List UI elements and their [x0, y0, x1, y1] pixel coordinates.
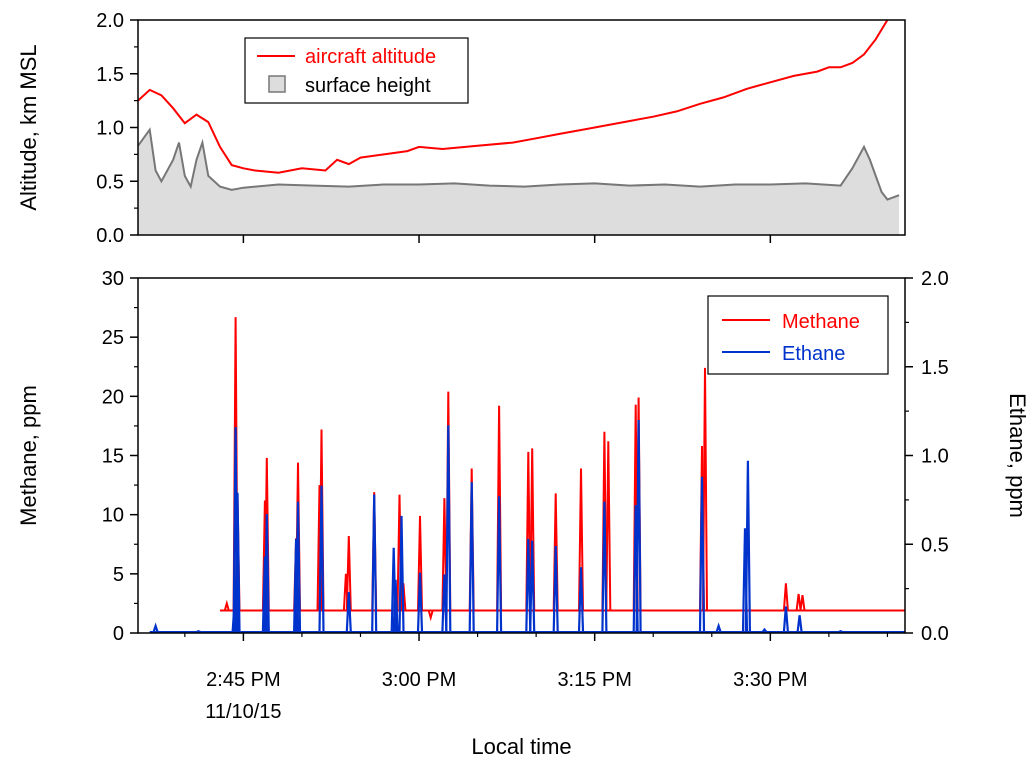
altitude-y-tick-label: 1.5	[96, 64, 124, 86]
ethane-peak	[445, 425, 452, 633]
gas-plot-area	[149, 317, 905, 634]
ethane-peak	[577, 567, 585, 633]
methane-y-tick-label: 20	[102, 386, 124, 408]
ethane-y-tick-label: 0.0	[921, 623, 949, 645]
ethane-peak	[398, 515, 405, 633]
ethane-peak	[152, 622, 159, 633]
ethane-peak	[416, 572, 424, 633]
surface-height-line	[137, 127, 900, 201]
ethane-peak	[838, 630, 844, 634]
altitude-y-tick-label: 1.0	[96, 118, 124, 140]
ethane-peak	[635, 419, 642, 633]
ethane-peak	[371, 494, 378, 633]
ethane-peak	[715, 622, 722, 633]
surface-height-area	[138, 129, 900, 235]
methane-y-tick-label: 25	[102, 327, 124, 349]
ethane-y-tick-label: 1.5	[921, 357, 949, 379]
methane-y-tick-label: 0	[113, 623, 124, 645]
ethane-peak	[392, 579, 399, 633]
methane-peak	[417, 515, 423, 611]
methane-peak	[799, 594, 806, 611]
altitude-panel: 0.0 0.5 1.0 1.5 2.0 Altitude, km MSL aircraf…	[16, 10, 906, 247]
methane-peak	[605, 441, 612, 611]
altitude-plot-area	[137, 19, 900, 235]
time-x-tick-date-label: 11/10/15	[205, 701, 281, 723]
methane-peak	[345, 535, 352, 611]
legend-swatch-surface-height	[268, 75, 286, 93]
methane-peak	[782, 583, 789, 611]
methane-peak	[427, 610, 434, 622]
legend-label-aircraft-altitude: aircraft altitude	[305, 46, 436, 68]
altitude-legend: aircraft altitude surface height	[244, 37, 469, 104]
ethane-peak	[601, 501, 608, 633]
methane-peak	[223, 599, 230, 611]
ethane-peak	[525, 538, 532, 633]
ethane-peak	[468, 482, 475, 633]
gas-panel: 0 5 10 15 20 25 30 0.0 0.5 1.0 1.5 2.0 2:45 PM 11/1…	[16, 268, 1030, 759]
legend-label-methane: Methane	[782, 311, 860, 333]
ethane-peak	[345, 592, 352, 633]
time-x-tick-label: 3:30 PM	[733, 669, 807, 691]
methane-y-tick-label: 15	[102, 446, 124, 468]
legend-label-ethane: Ethane	[782, 343, 845, 365]
ethane-y-tick-label: 2.0	[921, 268, 949, 290]
ethane-y-axis: 0.0 0.5 1.0 1.5 2.0	[905, 268, 949, 645]
altitude-x-axis	[242, 235, 772, 243]
ethane-y-axis-title: Ethane, ppm	[1005, 393, 1030, 518]
altitude-y-tick-label: 0.0	[96, 225, 124, 247]
ethane-peak	[744, 460, 751, 633]
time-x-axis: 2:45 PM 11/10/15 3:00 PM 3:15 PM 3:30 PM	[184, 633, 889, 723]
time-x-axis-title: Local time	[471, 734, 571, 759]
altitude-y-axis: 0.0 0.5 1.0 1.5 2.0	[96, 10, 138, 247]
methane-y-axis-title: Methane, ppm	[16, 385, 41, 526]
ethane-peak	[263, 514, 270, 633]
gas-legend-box	[707, 295, 889, 375]
methane-y-tick-label: 10	[102, 505, 124, 527]
ethane-peak	[796, 615, 803, 633]
ethane-peak	[294, 501, 302, 633]
ethane-y-tick-label: 0.5	[921, 534, 949, 556]
ethane-peak	[496, 496, 503, 633]
ethane-peak	[782, 606, 789, 633]
methane-peak	[795, 593, 802, 611]
ethane-y-tick-label: 1.0	[921, 446, 949, 468]
ethane-peak	[552, 545, 559, 633]
ethane-peak	[234, 492, 241, 633]
methane-y-tick-label: 30	[102, 268, 124, 290]
methane-peak	[578, 468, 584, 611]
legend-label-surface-height: surface height	[305, 75, 431, 97]
ethane-peak	[318, 485, 325, 633]
ethane-peak	[196, 630, 201, 634]
time-x-tick-label: 2:45 PM	[206, 669, 280, 691]
methane-y-axis: 0 5 10 15 20 25 30	[102, 268, 138, 645]
time-x-tick-label: 3:00 PM	[382, 669, 456, 691]
ethane-peak	[761, 627, 768, 633]
ethane-peak	[698, 476, 706, 633]
ethane-peak	[529, 540, 536, 633]
gas-legend: Methane Ethane	[707, 295, 889, 375]
aircraft-altitude-line	[137, 19, 889, 174]
altitude-y-tick-label: 2.0	[96, 10, 124, 32]
methane-y-tick-label: 5	[113, 564, 124, 586]
time-x-tick-label: 3:15 PM	[557, 669, 631, 691]
altitude-y-axis-title: Altitude, km MSL	[16, 44, 41, 210]
altitude-y-tick-label: 0.5	[96, 171, 124, 193]
